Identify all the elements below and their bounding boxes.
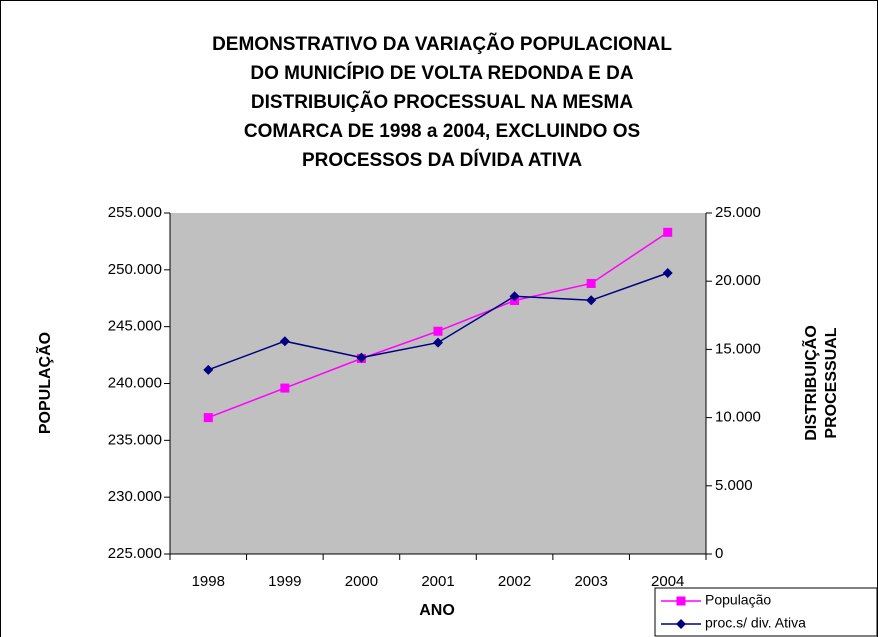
point (356, 352, 367, 363)
x-axis-label: ANO (419, 602, 455, 619)
chart-title: COMARCA DE 1998 a 2004, EXCLUINDO OS (244, 121, 640, 142)
y2-axis-label: PROCESSUAL (823, 327, 840, 438)
point (586, 278, 596, 288)
y2-tick-label: 20.000 (715, 272, 761, 289)
y-tick-label: 240.000 (108, 374, 162, 391)
legend-label: População (705, 592, 771, 608)
y-tick-label: 250.000 (108, 261, 162, 278)
y-tick-label: 235.000 (108, 431, 162, 448)
y-tick-label: 225.000 (108, 545, 162, 562)
x-tick-label: 2003 (574, 573, 607, 590)
x-tick-label: 2000 (345, 573, 378, 590)
y2-tick-label: 10.000 (715, 409, 761, 426)
y2-axis-label: DISTRIBUIÇÃO (800, 325, 820, 441)
point (663, 227, 673, 237)
point (509, 291, 520, 302)
y-tick-label: 255.000 (108, 204, 162, 221)
point (203, 364, 214, 375)
legend-label: proc.s/ div. Ativa (705, 615, 806, 631)
chart-title: DISTRIBUIÇÃO PROCESSUAL NA MESMA (251, 91, 633, 113)
y2-tick-label: 5.000 (715, 477, 753, 494)
y2-tick-label: 25.000 (715, 204, 761, 221)
chart-title: DO MUNICÍPIO DE VOLTA REDONDA E DA (250, 62, 633, 84)
chart-title: PROCESSOS DA DÍVIDA ATIVA (302, 149, 582, 171)
point (662, 268, 673, 279)
point (279, 336, 290, 347)
legend-marker (676, 596, 686, 606)
legend-box (654, 587, 878, 637)
x-tick-label: 2002 (498, 573, 531, 590)
point (433, 326, 443, 336)
y2-tick-label: 0 (715, 545, 723, 562)
x-tick-label: 1999 (268, 573, 301, 590)
plot-area (170, 213, 706, 554)
y-axis-label: POPULAÇÃO (34, 332, 54, 434)
chart-title: DEMONSTRATIVO DA VARIAÇÃO POPULACIONAL (212, 33, 672, 55)
point (433, 337, 443, 348)
y-tick-label: 230.000 (108, 488, 162, 505)
y-tick-label: 245.000 (108, 318, 162, 335)
point (586, 295, 597, 306)
legend-marker (676, 619, 686, 629)
x-tick-label: 1998 (192, 573, 225, 590)
point (203, 413, 213, 423)
point (280, 383, 290, 393)
x-tick-label: 2001 (421, 573, 454, 590)
x-tick-label: 2004 (651, 573, 684, 590)
y2-tick-label: 15.000 (715, 340, 761, 357)
